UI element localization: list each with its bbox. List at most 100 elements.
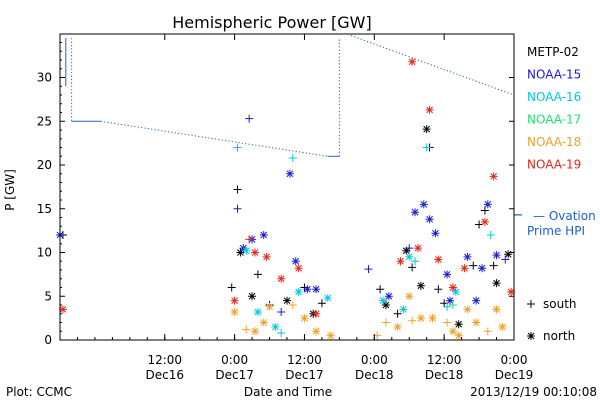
x-tick-label-time: 0:00 [361,353,388,367]
x-tick-label-date: Dec18 [425,368,464,382]
data-point-south [288,154,297,162]
ovation-line-segment [100,120,328,157]
legend-entry: NOAA-15 [527,68,581,82]
data-point-north [277,274,286,283]
data-point-north [413,244,422,253]
data-point-south [489,261,498,270]
data-point-north [312,309,321,318]
marker-key-label: north [543,329,575,343]
data-point-north [259,318,268,327]
timestamp: 2013/12/19 00:10:08 [470,385,597,399]
data-point-south [277,308,286,316]
data-point-north [283,296,291,305]
data-point-north [303,285,312,294]
y-tick-label: 0 [44,333,52,347]
data-point-north [448,327,457,336]
data-point-north [483,200,492,209]
data-point-south [227,283,236,292]
data-point-north [381,301,390,309]
chart-title: Hemispheric Power [GW] [172,13,371,32]
data-point-south [408,316,417,325]
data-point-north [428,314,437,323]
data-point-south [443,302,452,311]
data-point-south [253,270,262,279]
data-point-north [384,292,393,301]
marker-key-entry: north [527,329,575,343]
x-tick-label-time: 0:00 [501,353,528,367]
data-point-north [445,296,454,305]
y-tick-label: 30 [37,71,52,85]
data-point-north [431,229,440,238]
data-point-south [448,301,457,309]
data-point-north [285,169,294,178]
data-point-north [265,302,274,311]
x-tick-label-time: 0:00 [221,353,248,367]
data-point-north [460,264,469,273]
data-point-south [233,185,242,194]
legend-entry: METP-02 [527,45,579,59]
data-point-north [242,246,251,255]
data-point-north [253,308,262,316]
legend-entry: NOAA-17 [527,113,581,127]
data-point-south [408,263,417,272]
y-tick-label: 5 [44,289,52,303]
data-point-south [317,299,326,308]
data-point-south [480,206,489,215]
data-point-north [405,292,414,301]
data-point-north [489,172,498,181]
data-point-south [245,235,254,244]
data-point-north [425,105,434,114]
data-point-south [434,285,443,294]
plot-credit: Plot: CCMC [6,385,72,399]
data-point-north [271,322,280,331]
data-point-north [291,257,300,266]
legend-entry: NOAA-18 [527,135,581,149]
ovation-line-segment [350,35,515,96]
data-point-north [379,296,388,305]
data-point-north [250,248,259,257]
data-point-south [277,329,286,337]
x-tick-label-time: 12:00 [287,353,322,367]
data-point-north [492,305,501,314]
data-point-north [58,305,67,314]
data-point-north [230,308,239,316]
data-point-north [480,217,489,226]
data-point-north [434,255,443,264]
data-point-north [300,314,309,323]
data-point-south [393,309,402,318]
data-point-south [245,114,254,123]
data-point-north [250,327,259,336]
data-point-north [402,246,411,255]
data-point-north [399,305,408,314]
data-point-north [419,200,428,209]
legend-entry: NOAA-19 [527,158,581,172]
data-point-north [498,322,507,331]
data-point-north [422,125,431,134]
data-point-south [233,143,242,152]
data-point-north [294,264,303,273]
x-tick-label-date: Dec18 [355,368,394,382]
data-point-south [483,327,492,336]
data-point-north [454,320,463,329]
data-point-south [242,325,251,334]
ovation-legend-line1: — Ovation [533,209,596,223]
data-point-north [408,57,417,66]
data-point-north [463,305,472,314]
y-axis-label: P [GW] [3,169,17,211]
data-point-north [393,322,402,331]
marker-key-label: south [543,297,577,311]
data-point-south [443,318,452,327]
data-point-north [451,287,460,296]
data-point-north [472,296,481,305]
data-point-south [486,231,495,239]
x-tick-label-date: Dec16 [146,368,185,382]
data-point-south [381,318,390,327]
data-point-north [492,251,501,260]
data-point-south [288,301,297,309]
data-point-north [323,294,332,302]
legend-entry: NOAA-16 [527,90,581,104]
y-tick-label: 20 [37,158,52,172]
data-point-north [443,270,452,279]
data-point-north [416,281,425,290]
data-point-north [248,292,257,301]
